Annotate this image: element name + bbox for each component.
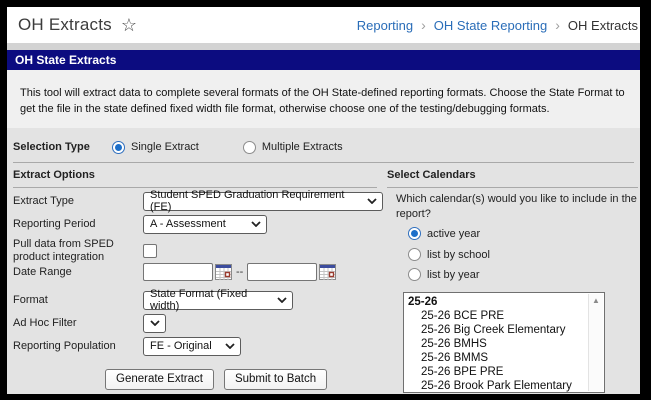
radio-unchecked-icon xyxy=(408,248,421,261)
selection-type-row: Selection Type Single Extract Multiple E… xyxy=(13,137,343,157)
radio-label: Single Extract xyxy=(131,141,199,153)
calendar-list-item[interactable]: 25-26 Brook Park Elementary xyxy=(421,380,572,392)
date-range-end-input[interactable] xyxy=(247,263,318,281)
radio-unchecked-icon xyxy=(408,268,421,281)
generate-extract-button[interactable]: Generate Extract xyxy=(105,368,214,390)
calendar-list-item[interactable]: 25-26 BPE PRE xyxy=(421,366,504,378)
calendar-list-item[interactable]: 25-26 Big Creek Elementary xyxy=(421,324,566,336)
calendar-list-item[interactable]: 25-26 BMHS xyxy=(421,338,487,350)
calendar-year-group[interactable]: 25-26 xyxy=(408,296,438,308)
sped-integration-row: Pull data from SPED product integration xyxy=(13,237,157,264)
breadcrumb: Reporting › OH State Reporting › OH Extr… xyxy=(357,7,638,43)
reporting-population-select[interactable]: FE - Original xyxy=(143,336,241,356)
reporting-population-label: Reporting Population xyxy=(13,339,116,352)
ad-hoc-filter-label: Ad Hoc Filter xyxy=(13,316,77,329)
radio-unchecked-icon xyxy=(242,140,256,154)
extract-form: Selection Type Single Extract Multiple E… xyxy=(7,128,640,394)
sped-integration-checkbox[interactable] xyxy=(143,243,157,258)
horizontal-divider xyxy=(13,162,634,163)
reporting-population-row: Reporting Population FE - Original xyxy=(13,336,241,356)
radio-checked-icon xyxy=(408,227,421,240)
scroll-up-icon[interactable]: ▲ xyxy=(592,296,600,305)
extract-type-label: Extract Type xyxy=(13,194,74,207)
date-range-start-input[interactable] xyxy=(143,263,213,281)
format-select[interactable]: State Format (Fixed width) xyxy=(143,288,293,312)
reporting-period-label: Reporting Period xyxy=(13,217,96,230)
select-value: Student SPED Graduation Requirement (FE) xyxy=(150,189,345,213)
format-row: Format State Format (Fixed width) xyxy=(13,288,293,312)
date-range-row: Date Range -- xyxy=(13,261,337,283)
select-value: FE - Original xyxy=(150,340,212,352)
select-calendars-underline xyxy=(387,187,638,188)
date-range-separator: -- xyxy=(236,266,244,278)
listbox-scrollbar[interactable]: ▲ xyxy=(588,294,603,391)
chevron-down-icon xyxy=(251,221,261,227)
extract-options-underline xyxy=(13,187,377,188)
oh-extracts-page: OH Extracts ☆ Reporting › OH State Repor… xyxy=(7,7,640,394)
extract-type-row: Extract Type Student SPED Graduation Req… xyxy=(13,189,383,213)
radio-label: list by year xyxy=(427,268,480,281)
extract-type-select[interactable]: Student SPED Graduation Requirement (FE) xyxy=(143,189,383,213)
section-title-bar: OH State Extracts xyxy=(7,50,640,70)
chevron-down-icon xyxy=(277,297,287,303)
extract-options-heading: Extract Options xyxy=(13,169,95,181)
breadcrumb-reporting[interactable]: Reporting xyxy=(356,17,414,33)
selection-type-label: Selection Type xyxy=(13,141,90,153)
select-calendars-heading: Select Calendars xyxy=(387,169,476,181)
tool-description: This tool will extract data to complete … xyxy=(7,70,640,128)
page-title: OH Extracts xyxy=(18,15,112,34)
radio-single-extract[interactable]: Single Extract xyxy=(112,140,199,154)
reporting-period-select[interactable]: A - Assessment xyxy=(143,214,267,234)
chevron-down-icon xyxy=(225,343,235,349)
date-range-label: Date Range xyxy=(13,265,72,278)
radio-list-by-school[interactable]: list by school xyxy=(408,248,490,261)
calendar-listbox-items: 25-26 25-26 BCE PRE 25-26 Big Creek Elem… xyxy=(404,293,604,392)
ad-hoc-filter-select[interactable] xyxy=(143,313,166,333)
ad-hoc-filter-row: Ad Hoc Filter xyxy=(13,313,166,333)
calendar-picker-icon[interactable] xyxy=(319,264,337,280)
page-header: OH Extracts ☆ Reporting › OH State Repor… xyxy=(7,7,640,43)
chevron-right-icon: › xyxy=(421,17,426,33)
chevron-down-icon xyxy=(149,320,160,326)
calendar-picker-icon[interactable] xyxy=(215,264,232,280)
chevron-down-icon xyxy=(367,198,377,204)
sped-integration-label: Pull data from SPED product integration xyxy=(13,237,114,263)
breadcrumb-current: OH Extracts xyxy=(567,17,638,33)
action-buttons-row: Generate Extract Submit to Batch xyxy=(105,368,328,390)
radio-label: Multiple Extracts xyxy=(261,141,343,153)
submit-to-batch-button[interactable]: Submit to Batch xyxy=(223,368,328,390)
select-value: A - Assessment xyxy=(150,218,226,230)
radio-checked-icon xyxy=(112,140,125,154)
calendar-list-item[interactable]: 25-26 BCE PRE xyxy=(421,310,505,322)
breadcrumb-oh-state-reporting[interactable]: OH State Reporting xyxy=(433,17,548,33)
favorite-star-icon[interactable]: ☆ xyxy=(120,15,137,35)
calendar-question-text: Which calendar(s) would you like to incl… xyxy=(396,193,637,220)
radio-multiple-extracts[interactable]: Multiple Extracts xyxy=(242,140,343,154)
select-value: State Format (Fixed width) xyxy=(150,288,248,312)
radio-list-by-year[interactable]: list by year xyxy=(408,268,480,281)
radio-label: list by school xyxy=(427,248,490,261)
radio-active-year[interactable]: active year xyxy=(408,227,480,240)
radio-label: active year xyxy=(427,227,481,240)
calendar-listbox[interactable]: 25-26 25-26 BCE PRE 25-26 Big Creek Elem… xyxy=(403,292,605,393)
calendar-list-item[interactable]: 25-26 BMMS xyxy=(421,352,489,364)
format-label: Format xyxy=(13,293,48,306)
reporting-period-row: Reporting Period A - Assessment xyxy=(13,214,267,234)
section-title: OH State Extracts xyxy=(15,53,117,67)
chevron-right-icon: › xyxy=(555,17,560,33)
